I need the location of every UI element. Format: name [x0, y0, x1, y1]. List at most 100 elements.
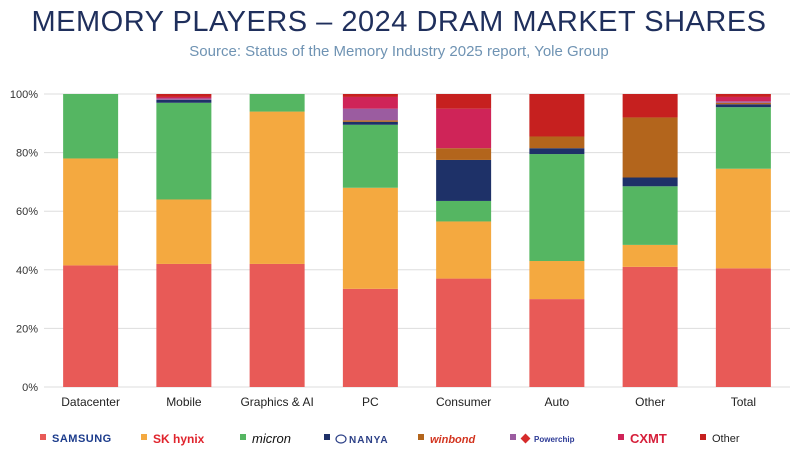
legend-item-cxmt: CXMT	[618, 431, 667, 446]
legend-label-other: Other	[712, 433, 740, 445]
chart-title: MEMORY PLAYERS – 2024 DRAM MARKET SHARES	[31, 6, 767, 38]
bar-segment-powerchip	[156, 98, 212, 100]
bar-segment-nanya	[156, 99, 212, 103]
bar-segment-nanya	[715, 104, 771, 108]
legend-swatch	[700, 434, 706, 440]
bar-stack	[249, 94, 305, 387]
nanya-logo-mark-icon	[335, 434, 347, 444]
bar-segment-samsung	[529, 299, 585, 387]
x-tick-label: Total	[731, 395, 756, 409]
x-tick-label: Datacenter	[61, 395, 120, 409]
x-tick-label: Graphics & AI	[240, 395, 313, 409]
bar-segment-nanya	[436, 159, 492, 201]
powerchip-logo: Powerchip	[534, 435, 575, 444]
y-tick-label: 60%	[16, 206, 38, 218]
bar-segment-other	[342, 94, 398, 97]
bar-segment-skhynix	[436, 221, 492, 279]
legend-item-other: Other	[700, 433, 740, 445]
bar-stack	[529, 94, 585, 387]
legend-item-samsung: SAMSUNG	[40, 433, 112, 445]
bar-stack	[156, 94, 212, 387]
bar-segment-skhynix	[529, 261, 585, 300]
nanya-logo: NANYA	[349, 435, 389, 446]
bar-segment-other	[529, 94, 585, 137]
bar-segment-nanya	[622, 177, 678, 187]
bar-stack	[342, 94, 398, 387]
bar-segment-cxmt	[342, 96, 398, 109]
bar-segment-micron	[622, 186, 678, 245]
x-tick-label: Consumer	[436, 395, 491, 409]
bar-segment-winbond	[715, 102, 771, 105]
bar-segment-nanya	[529, 148, 585, 155]
bar-segment-powerchip	[715, 101, 771, 103]
cxmt-logo: CXMT	[630, 431, 667, 446]
bar-stack	[715, 94, 771, 387]
bar-segment-samsung	[249, 263, 305, 387]
legend-item-powerchip: Powerchip	[510, 433, 575, 444]
legend-swatch	[418, 434, 424, 440]
bar-segment-samsung	[436, 278, 492, 387]
legend: SAMSUNG SK hynix micron NANYA winbond Powerch…	[40, 431, 740, 446]
bar-segment-skhynix	[63, 158, 119, 266]
x-tick-label: Other	[635, 395, 665, 409]
bar-segment-skhynix	[156, 199, 212, 264]
bar-segment-nanya	[342, 121, 398, 125]
legend-item-winbond: winbond	[418, 434, 475, 446]
bar-segment-winbond	[529, 136, 585, 149]
x-tick-label: Mobile	[166, 395, 202, 409]
bar-segment-samsung	[156, 263, 212, 387]
bar-segment-skhynix	[342, 187, 398, 289]
legend-item-skhynix: SK hynix	[141, 432, 205, 446]
bar-segment-micron	[436, 200, 492, 222]
bar-stack	[622, 94, 678, 387]
sk-hynix-logo: SK hynix	[153, 432, 205, 446]
winbond-logo: winbond	[430, 434, 475, 446]
bar-segment-other	[156, 94, 212, 97]
x-axis: Datacenter Mobile Graphics & AI PC Consumer A…	[61, 395, 756, 409]
bar-segment-micron	[529, 154, 585, 262]
bar-segment-micron	[63, 94, 119, 159]
legend-swatch	[141, 434, 147, 440]
bars	[63, 94, 771, 387]
micron-logo: micron	[252, 431, 291, 446]
y-tick-label: 40%	[16, 265, 38, 277]
bar-stack	[63, 94, 119, 387]
chart-subtitle: Source: Status of the Memory Industry 20…	[189, 43, 609, 60]
legend-swatch	[40, 434, 46, 440]
x-tick-label: PC	[362, 395, 379, 409]
legend-item-micron: micron	[240, 431, 291, 446]
bar-segment-skhynix	[622, 244, 678, 267]
bar-segment-samsung	[342, 288, 398, 387]
bar-stack	[436, 94, 492, 387]
bar-segment-samsung	[63, 265, 119, 387]
bar-segment-skhynix	[715, 168, 771, 269]
y-tick-label: 80%	[16, 148, 38, 160]
bar-segment-skhynix	[249, 111, 305, 264]
legend-item-nanya: NANYA	[324, 434, 389, 446]
bar-segment-samsung	[715, 268, 771, 387]
bar-segment-winbond	[622, 117, 678, 178]
bar-segment-micron	[715, 107, 771, 169]
y-axis: 0% 20% 40% 60% 80% 100%	[10, 89, 38, 394]
bar-segment-micron	[342, 124, 398, 188]
x-tick-label: Auto	[545, 395, 570, 409]
bar-segment-other	[715, 94, 771, 97]
legend-swatch	[618, 434, 624, 440]
legend-swatch	[240, 434, 246, 440]
gridlines	[44, 93, 790, 388]
bar-segment-cxmt	[436, 108, 492, 149]
bar-segment-micron	[249, 94, 305, 112]
y-tick-label: 0%	[22, 382, 38, 394]
bar-segment-winbond	[436, 148, 492, 160]
bar-segment-cxmt	[156, 96, 212, 99]
bar-segment-other	[436, 94, 492, 109]
bar-segment-other	[622, 94, 678, 118]
bar-segment-winbond	[342, 120, 398, 122]
bar-segment-samsung	[622, 266, 678, 387]
powerchip-logo-mark-icon	[520, 433, 531, 444]
legend-swatch	[510, 434, 516, 440]
legend-swatch	[324, 434, 330, 440]
y-tick-label: 20%	[16, 323, 38, 335]
samsung-logo: SAMSUNG	[52, 433, 112, 445]
